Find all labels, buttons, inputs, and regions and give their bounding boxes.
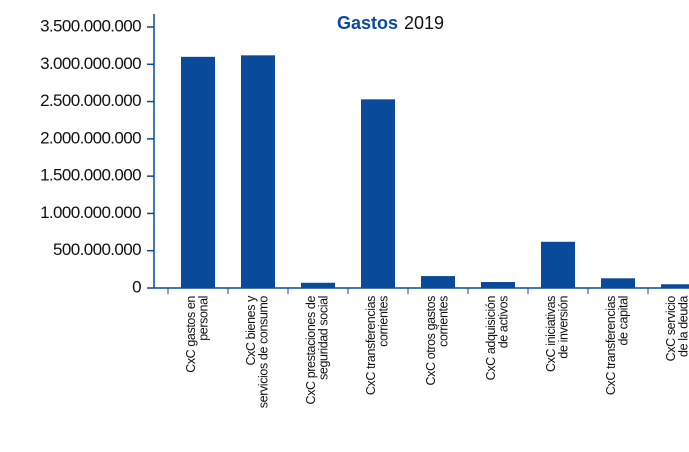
bar xyxy=(661,284,689,288)
x-tick-label: CxC adquisiciónde activos xyxy=(484,296,511,381)
bar xyxy=(301,282,335,288)
y-tick-label: 0 xyxy=(132,277,141,296)
bar xyxy=(181,56,215,289)
y-tick-label: 500.000.000 xyxy=(53,240,141,259)
bar xyxy=(481,282,515,288)
bar xyxy=(241,55,275,288)
x-tick-label: CxC gastos enpersonal xyxy=(184,296,211,373)
x-tick-label: CxC bienes yservicios de consumo xyxy=(244,295,271,408)
y-tick-label: 1.500.000.000 xyxy=(40,166,141,185)
chart-title-year: 2019 xyxy=(404,13,444,33)
y-tick-label: 1.000.000.000 xyxy=(40,203,141,222)
y-tick-label: 2.000.000.000 xyxy=(40,128,141,147)
x-tick-label: CxC otros gastoscorrientes xyxy=(424,296,451,386)
bar xyxy=(541,241,575,288)
x-tick-label: CxC transferenciasde capital xyxy=(604,296,631,395)
bar xyxy=(601,278,635,288)
y-tick-label: 3.500.000.000 xyxy=(40,16,141,35)
bar xyxy=(421,276,455,288)
x-tick-label: CxC serviciode la deuda xyxy=(664,296,689,362)
x-tick-label: CxC prestaciones deseguridad social xyxy=(304,296,331,405)
y-tick-label: 2.500.000.000 xyxy=(40,91,141,110)
x-tick-label: CxC iniciativasde inversión xyxy=(544,296,571,372)
bar xyxy=(361,99,395,288)
chart-title: Gastos xyxy=(337,13,398,33)
y-tick-label: 3.000.000.000 xyxy=(40,54,141,73)
x-tick-label: CxC transferenciascorrientes xyxy=(364,296,391,395)
